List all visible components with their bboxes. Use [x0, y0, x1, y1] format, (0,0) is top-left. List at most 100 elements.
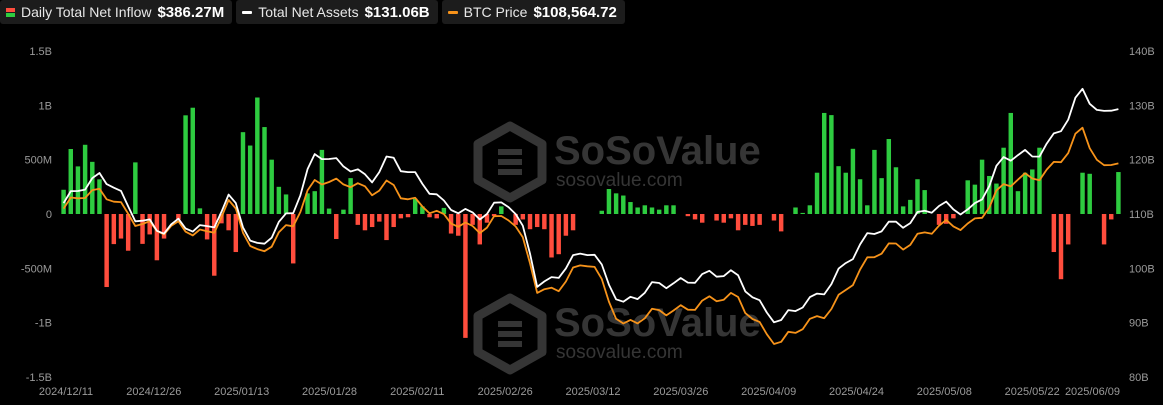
inflow-bar[interactable]: [1015, 191, 1021, 214]
inflow-bar[interactable]: [635, 207, 640, 214]
inflow-bar[interactable]: [728, 214, 734, 219]
inflow-bar[interactable]: [771, 214, 777, 221]
inflow-bar[interactable]: [570, 214, 576, 231]
inflow-bar[interactable]: [936, 214, 942, 225]
inflow-bar[interactable]: [420, 206, 425, 214]
inflow-bar[interactable]: [97, 179, 102, 214]
inflow-bar[interactable]: [405, 214, 411, 218]
inflow-bar[interactable]: [470, 214, 475, 225]
inflow-bar[interactable]: [362, 214, 368, 231]
inflow-bar[interactable]: [154, 214, 160, 261]
inflow-bar[interactable]: [190, 107, 195, 214]
inflow-bar[interactable]: [542, 214, 547, 230]
inflow-bar[interactable]: [563, 214, 569, 236]
inflow-bar[interactable]: [893, 167, 899, 214]
inflow-bar[interactable]: [305, 193, 310, 214]
legend-item-btc[interactable]: BTC Price $108,564.72: [441, 0, 625, 24]
inflow-bar[interactable]: [491, 214, 497, 217]
inflow-bar[interactable]: [987, 175, 992, 214]
inflow-bar[interactable]: [412, 198, 418, 214]
inflow-bar[interactable]: [348, 178, 353, 214]
inflow-bar[interactable]: [1001, 147, 1006, 214]
inflow-bar[interactable]: [807, 205, 813, 214]
inflow-bar[interactable]: [520, 214, 526, 220]
inflow-bar[interactable]: [1080, 172, 1085, 214]
inflow-bar[interactable]: [226, 214, 231, 231]
inflow-bar[interactable]: [456, 214, 461, 236]
inflow-bar[interactable]: [1030, 169, 1035, 214]
inflow-bar[interactable]: [369, 214, 375, 228]
inflow-bar[interactable]: [319, 149, 325, 214]
inflow-bar[interactable]: [1058, 214, 1064, 280]
inflow-bar[interactable]: [427, 214, 432, 218]
inflow-bar[interactable]: [865, 205, 870, 214]
inflow-bar[interactable]: [757, 214, 762, 225]
inflow-bar[interactable]: [821, 112, 827, 214]
inflow-bar[interactable]: [140, 214, 145, 244]
btc-price-line[interactable]: [62, 126, 1119, 345]
inflow-bar[interactable]: [743, 214, 748, 225]
inflow-bar[interactable]: [183, 115, 188, 214]
inflow-bar[interactable]: [886, 139, 892, 214]
inflow-bar[interactable]: [642, 205, 648, 214]
inflow-bar[interactable]: [979, 159, 985, 214]
inflow-bar[interactable]: [793, 207, 798, 214]
inflow-bar[interactable]: [965, 180, 970, 214]
inflow-bar[interactable]: [943, 214, 949, 224]
inflow-bar[interactable]: [599, 210, 604, 214]
inflow-bar[interactable]: [197, 208, 203, 214]
inflow-bar[interactable]: [499, 206, 504, 214]
inflow-bar[interactable]: [549, 214, 554, 258]
inflow-bar[interactable]: [377, 214, 382, 222]
inflow-bar[interactable]: [951, 214, 956, 219]
inflow-bar[interactable]: [879, 178, 884, 214]
inflow-bar[interactable]: [1109, 214, 1114, 220]
inflow-bar[interactable]: [118, 214, 124, 239]
inflow-bar[interactable]: [750, 214, 755, 226]
inflow-bar[interactable]: [240, 132, 246, 214]
inflow-bar[interactable]: [534, 214, 540, 228]
inflow-bar[interactable]: [463, 214, 468, 338]
inflow-bar[interactable]: [104, 214, 109, 288]
inflow-bar[interactable]: [735, 214, 741, 231]
inflow-bar[interactable]: [1116, 172, 1121, 214]
total-net-assets-line[interactable]: [62, 87, 1119, 324]
inflow-bar[interactable]: [1065, 214, 1071, 245]
inflow-bar[interactable]: [714, 214, 719, 221]
inflow-bar[interactable]: [68, 149, 73, 214]
inflow-bar[interactable]: [355, 214, 361, 225]
inflow-bar[interactable]: [434, 214, 439, 219]
inflow-bar[interactable]: [247, 145, 253, 214]
inflow-bar[interactable]: [133, 162, 138, 214]
inflow-bar[interactable]: [1101, 214, 1107, 245]
inflow-bar[interactable]: [90, 161, 95, 214]
inflow-bar[interactable]: [692, 214, 698, 220]
inflow-bar[interactable]: [800, 212, 805, 214]
inflow-bar[interactable]: [814, 172, 820, 214]
inflow-bar[interactable]: [276, 186, 282, 214]
inflow-bar[interactable]: [664, 205, 669, 214]
inflow-bar[interactable]: [972, 184, 978, 214]
inflow-bar[interactable]: [685, 214, 691, 217]
inflow-bar[interactable]: [1051, 214, 1057, 253]
inflow-bar[interactable]: [527, 214, 533, 230]
inflow-bar[interactable]: [391, 214, 396, 228]
inflow-bar[interactable]: [1022, 172, 1028, 214]
inflow-bar[interactable]: [836, 166, 841, 214]
inflow-bar[interactable]: [721, 214, 726, 223]
inflow-bar[interactable]: [125, 214, 131, 251]
inflow-bar[interactable]: [212, 214, 217, 276]
inflow-bar[interactable]: [312, 191, 317, 214]
inflow-bar[interactable]: [829, 115, 834, 214]
inflow-bar[interactable]: [326, 208, 332, 214]
inflow-bar[interactable]: [778, 214, 784, 232]
inflow-bar[interactable]: [922, 190, 927, 214]
inflow-bar[interactable]: [441, 207, 447, 214]
inflow-bar[interactable]: [994, 183, 999, 214]
inflow-bar[interactable]: [384, 214, 389, 241]
inflow-bar[interactable]: [1087, 173, 1092, 214]
inflow-bar[interactable]: [621, 195, 626, 214]
inflow-bar[interactable]: [850, 148, 856, 214]
inflow-bar[interactable]: [872, 149, 877, 214]
legend-item-assets[interactable]: Total Net Assets $131.06B: [236, 0, 438, 24]
